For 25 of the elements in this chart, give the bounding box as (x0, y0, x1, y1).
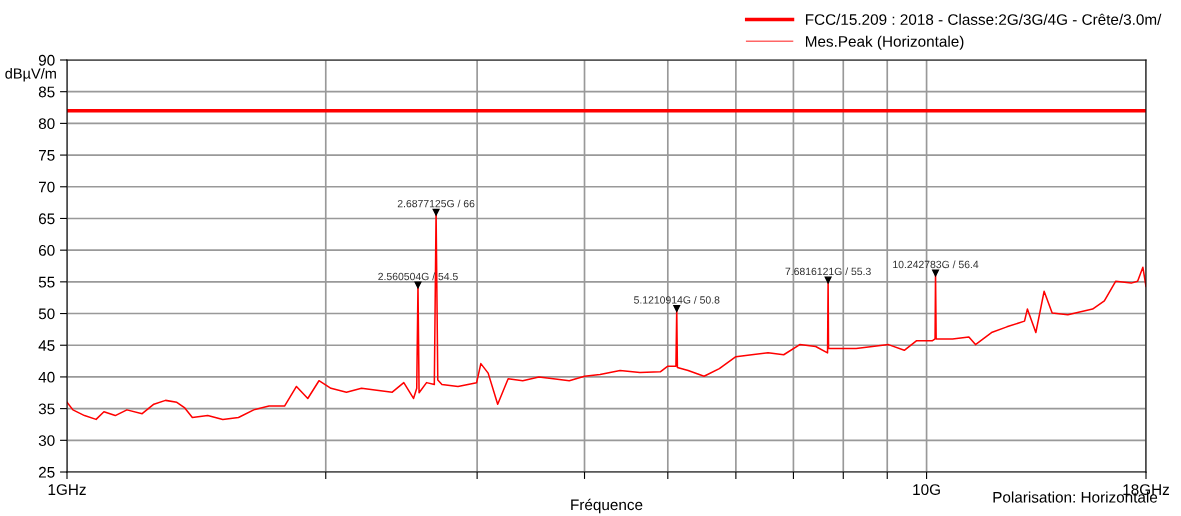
annotation: 7.6816121G / 55.3 (785, 267, 871, 276)
y-tick-label: 75 (38, 150, 55, 161)
annotation: 2.560504G / 54.5 (378, 272, 458, 281)
y-tick-label: 25 (38, 466, 55, 478)
y-tick-label: 65 (38, 213, 55, 225)
annotation: 10.242783G / 56.4 (893, 260, 979, 269)
x-tick-label: 1GHz (48, 484, 86, 496)
annotation: 2.6877125G / 66 (397, 199, 475, 208)
y-tick-label: 80 (38, 118, 55, 130)
annotation: 5.1210914G / 50.8 (634, 295, 720, 304)
legend-label: FCC/15.209 : 2018 - Classe:2G/3G/4G - Crête/3.0m/ (805, 13, 1162, 25)
y-tick-label: 50 (38, 308, 55, 320)
y-tick-label: 30 (38, 435, 55, 446)
y-tick-label: 70 (38, 181, 55, 193)
y-axis-title: dBµV/m (5, 68, 56, 82)
y-tick-label: 35 (38, 403, 55, 415)
y-tick-label: 40 (38, 371, 55, 383)
y-tick-label: 60 (38, 245, 55, 256)
x-axis-title: Fréquence (571, 498, 643, 514)
y-tick-label: 55 (38, 276, 55, 288)
legend-label: Mes.Peak (Horizontale) (805, 35, 964, 50)
x-tick-label: 10G (913, 484, 940, 496)
y-tick-label: 90 (38, 54, 55, 66)
y-tick-label: 85 (38, 86, 55, 98)
y-tick-label: 45 (38, 340, 55, 351)
